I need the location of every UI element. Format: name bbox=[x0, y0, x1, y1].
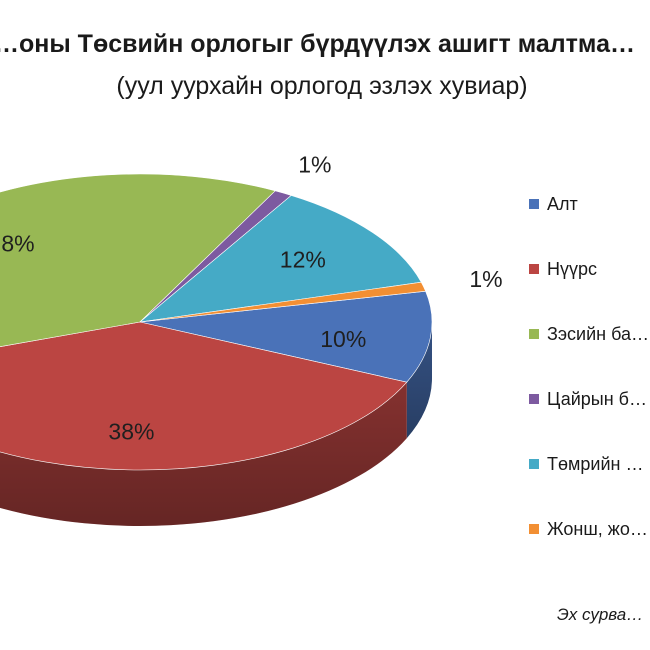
chart-subtitle: (уул уурхайн орлогод эзлэх хувиар) bbox=[116, 72, 527, 100]
chart-title: …оны Төсвийн орлогыг бүрдүүлэх ашигт мал… bbox=[0, 30, 635, 58]
legend-label-цайрын-б: Цайрын б… bbox=[547, 389, 647, 409]
legend-label-нүүрс: Нүүрс bbox=[547, 259, 597, 279]
legend-swatch-төмрийн bbox=[529, 459, 539, 469]
slice-side-shade-нүүрс bbox=[0, 382, 407, 526]
slice-төмрийн bbox=[139, 195, 422, 323]
legend-label-төмрийн: Төмрийн … bbox=[547, 454, 643, 474]
pie-slices bbox=[0, 173, 433, 471]
pie-side-walls bbox=[0, 322, 432, 526]
slice-label-зэсийн-ба: …8% bbox=[0, 231, 35, 257]
legend-swatch-жонш-жо bbox=[529, 524, 539, 534]
slice-label-төмрийн: 12% bbox=[280, 246, 326, 272]
slice-labels: 10% 38% …8% 1% 12% 1% bbox=[0, 152, 503, 445]
source-note: Эх сурва… bbox=[557, 605, 643, 624]
slice-алт bbox=[139, 290, 433, 383]
slice-label-жонш-жо: 1% bbox=[469, 266, 502, 292]
legend-swatch-цайрын-б bbox=[529, 394, 539, 404]
legend: Алт Нүүрс Зэсийн ба… Цайрын б… Төмрийн … Жонш… bbox=[529, 194, 649, 539]
slice-side-shade-алт bbox=[406, 322, 432, 439]
legend-label-алт: Алт bbox=[547, 194, 578, 214]
legend-label-жонш-жо: Жонш, жо… bbox=[547, 519, 648, 539]
legend-swatch-нүүрс bbox=[529, 264, 539, 274]
slice-жонш-жо bbox=[139, 281, 427, 323]
slice-label-алт: 10% bbox=[320, 326, 366, 352]
slice-label-нүүрс: 38% bbox=[108, 419, 154, 445]
slice-label-цайрын-б: 1% bbox=[298, 152, 331, 178]
slice-нүүрс bbox=[0, 321, 408, 471]
legend-swatch-зэсийн-ба bbox=[529, 329, 539, 339]
legend-swatch-алт bbox=[529, 199, 539, 209]
legend-label-зэсийн-ба: Зэсийн ба… bbox=[547, 324, 649, 344]
slice-зэсийн-ба bbox=[0, 173, 276, 348]
